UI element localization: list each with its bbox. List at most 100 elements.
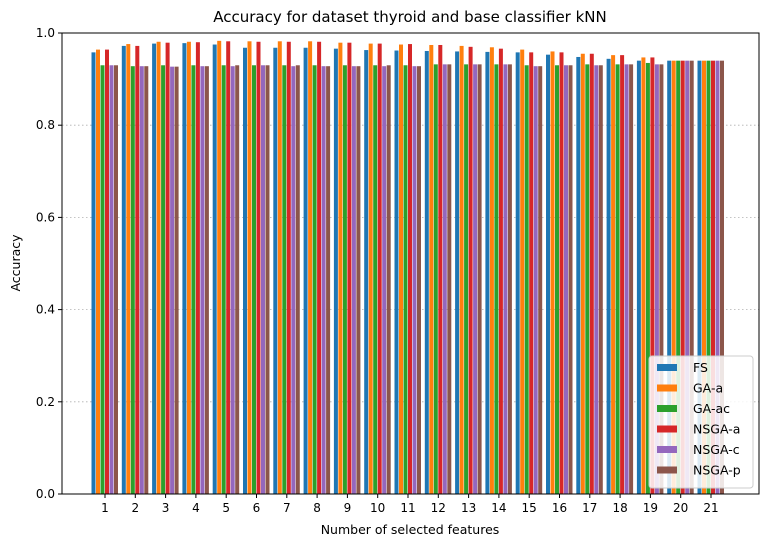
bar-ga-a-17 (580, 53, 585, 494)
bar-nsga-c-19 (654, 64, 659, 494)
bar-nsga-p-13 (477, 64, 482, 494)
x-tick-label: 15 (522, 501, 537, 515)
bar-nsga-p-16 (568, 65, 573, 495)
bar-fs-9 (333, 48, 338, 495)
y-axis-label: Accuracy (8, 234, 23, 292)
x-tick-label: 20 (673, 501, 688, 515)
bar-ga-a-12 (429, 44, 434, 495)
bar-nsga-a-8 (317, 41, 322, 494)
bar-nsga-a-14 (498, 48, 503, 495)
bar-nsga-a-19 (650, 57, 655, 495)
bar-nsga-c-9 (351, 66, 356, 494)
bar-ga-ac-7 (282, 65, 287, 495)
bar-ga-ac-6 (252, 65, 256, 495)
bar-ga-a-15 (520, 49, 525, 494)
bar-ga-ac-4 (191, 65, 196, 495)
x-tick-label: 1 (101, 501, 109, 515)
bar-nsga-c-18 (624, 64, 629, 494)
y-tick-label: 0.6 (36, 210, 55, 224)
bar-nsga-a-1 (105, 49, 109, 494)
bar-ga-ac-5 (221, 65, 226, 495)
bar-fs-8 (303, 47, 308, 494)
legend-swatch-ga-a (657, 384, 677, 392)
bar-nsga-p-17 (598, 65, 603, 495)
bar-fs-18 (606, 58, 611, 494)
bar-fs-14 (485, 51, 490, 495)
x-tick-label: 2 (131, 501, 139, 515)
x-tick-label: 3 (162, 501, 170, 515)
y-tick-label: 0.4 (36, 303, 55, 317)
x-tick-label: 5 (222, 501, 230, 515)
legend-swatch-fs (657, 364, 677, 371)
bar-nsga-a-4 (195, 42, 200, 494)
bar-fs-17 (576, 56, 581, 494)
bar-ga-ac-8 (312, 65, 317, 495)
bar-ga-ac-21 (706, 60, 711, 494)
bar-nsga-a-7 (286, 41, 291, 494)
bar-nsga-p-4 (204, 66, 209, 494)
chart-title: Accuracy for dataset thyroid and base cl… (213, 8, 607, 26)
legend-label-ga-a: GA-a (693, 381, 723, 396)
bar-ga-a-7 (277, 41, 282, 495)
legend-label-nsga-a: NSGA-a (693, 422, 740, 437)
bar-fs-10 (364, 50, 369, 495)
bar-ga-ac-16 (555, 65, 559, 495)
bar-nsga-p-3 (174, 66, 179, 495)
bar-ga-a-1 (96, 49, 100, 494)
x-tick-label: 16 (552, 501, 567, 515)
x-tick-label: 19 (643, 501, 658, 515)
bar-fs-6 (243, 47, 247, 494)
bar-nsga-c-21 (715, 60, 720, 494)
y-tick-label: 0.0 (36, 487, 55, 501)
bar-ga-a-4 (186, 41, 191, 494)
bar-fs-20 (667, 60, 672, 494)
y-axis: 0.0 0.2 0.4 0.6 0.8 1.0 (36, 26, 62, 501)
bar-ga-ac-18 (615, 64, 620, 494)
bar-ga-ac-20 (676, 60, 681, 494)
bar-ga-ac-14 (494, 64, 499, 494)
bar-fs-7 (273, 47, 278, 494)
bar-ga-a-14 (489, 47, 494, 494)
bar-nsga-c-14 (503, 64, 508, 494)
x-tick-label: 8 (313, 501, 321, 515)
bar-nsga-p-20 (689, 60, 694, 494)
bar-ga-a-18 (611, 55, 616, 494)
bar-nsga-c-5 (230, 66, 235, 494)
bar-ga-ac-3 (161, 65, 166, 495)
x-tick-label: 13 (461, 501, 476, 515)
bar-nsga-a-11 (408, 44, 412, 495)
bar-ga-ac-13 (464, 64, 469, 494)
bar-fs-4 (182, 43, 187, 494)
bar-nsga-a-6 (256, 41, 261, 494)
plot-frame (61, 32, 760, 495)
bar-ga-a-6 (247, 41, 252, 495)
legend-swatch-nsga-c (657, 446, 677, 453)
bar-ga-a-5 (217, 40, 222, 495)
bar-nsga-p-11 (417, 66, 421, 494)
legend-label-nsga-c: NSGA-c (693, 442, 740, 457)
x-tick-label: 14 (491, 501, 506, 515)
x-axis: 1 2 3 4 5 6 7 8 9 10 11 12 13 14 15 16 17 18 19 20 21 (101, 494, 719, 515)
bar-nsga-c-15 (533, 66, 538, 494)
bar-nsga-a-15 (529, 52, 534, 495)
bar-nsga-a-20 (680, 60, 685, 494)
legend-label-fs: FS (693, 360, 708, 375)
bar-ga-ac-12 (433, 64, 438, 494)
bar-ga-ac-10 (373, 65, 378, 495)
bar-fs-5 (212, 44, 217, 494)
bar-nsga-p-8 (326, 66, 331, 494)
bar-nsga-p-21 (720, 60, 724, 494)
bar-ga-a-11 (399, 44, 403, 494)
bar-ga-a-9 (338, 42, 343, 495)
x-tick-label: 12 (431, 501, 446, 515)
bar-nsga-a-5 (226, 41, 231, 495)
legend-swatch-ga-ac (657, 405, 677, 412)
x-tick-label: 4 (192, 501, 200, 515)
bar-nsga-c-6 (261, 65, 265, 495)
bar-ga-ac-1 (100, 65, 105, 495)
bar-fs-12 (424, 50, 429, 494)
bar-nsga-c-13 (473, 64, 478, 494)
bar-nsga-a-12 (438, 44, 443, 495)
bar-nsga-a-3 (165, 42, 170, 495)
x-tick-label: 6 (253, 501, 261, 515)
